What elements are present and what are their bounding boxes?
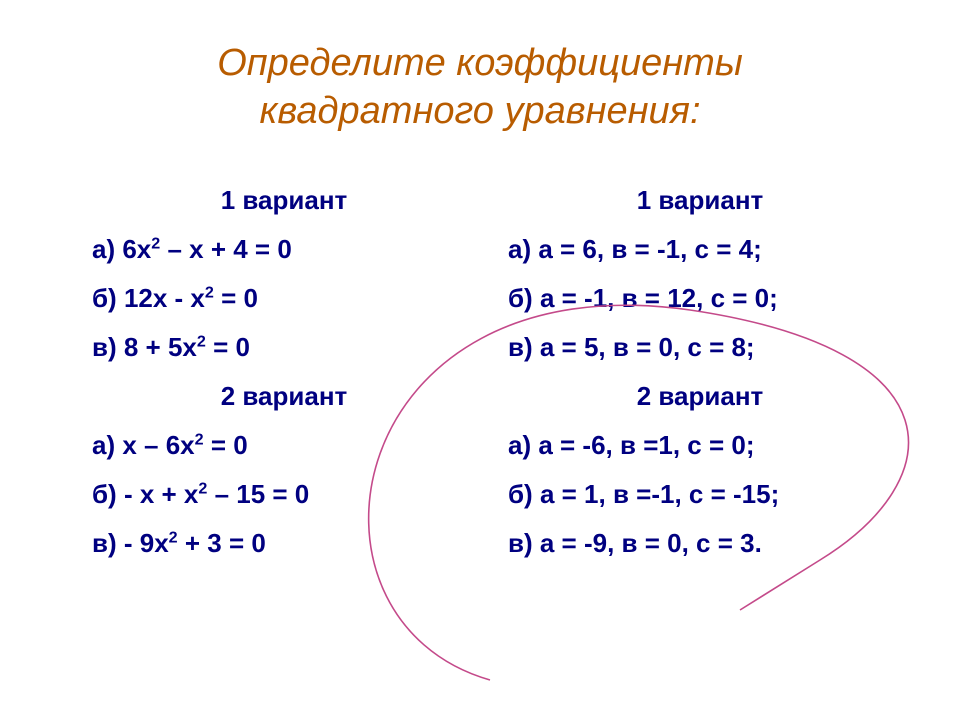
title-line-2: квадратного уравнения: bbox=[0, 88, 960, 136]
right-v1-a: а) а = 6, в = -1, с = 4; bbox=[508, 225, 892, 274]
left-variant-1-header: 1 вариант bbox=[92, 176, 476, 225]
slide-title: Определите коэффициенты квадратного урав… bbox=[0, 0, 960, 135]
eq-text: = 0 bbox=[214, 283, 258, 313]
exponent: 2 bbox=[195, 430, 204, 448]
exponent: 2 bbox=[205, 283, 214, 301]
left-v2-c: в) - 9х2 + 3 = 0 bbox=[92, 519, 476, 568]
eq-text: = 0 bbox=[204, 430, 248, 460]
eq-text: в) - 9х bbox=[92, 528, 169, 558]
right-v1-c: в) а = 5, в = 0, с = 8; bbox=[508, 323, 892, 372]
exponent: 2 bbox=[151, 234, 160, 252]
left-v2-b: б) - х + х2 – 15 = 0 bbox=[92, 470, 476, 519]
right-v2-c: в) а = -9, в = 0, с = 3. bbox=[508, 519, 892, 568]
right-variant-1-header: 1 вариант bbox=[508, 176, 892, 225]
exponent: 2 bbox=[198, 479, 207, 497]
title-line-1: Определите коэффициенты bbox=[0, 40, 960, 88]
eq-text: в) 8 + 5х bbox=[92, 332, 197, 362]
content-columns: 1 вариант а) 6х2 – х + 4 = 0 б) 12х - х2… bbox=[92, 176, 892, 568]
right-column: 1 вариант а) а = 6, в = -1, с = 4; б) а … bbox=[508, 176, 892, 568]
left-v1-a: а) 6х2 – х + 4 = 0 bbox=[92, 225, 476, 274]
eq-text: = 0 bbox=[206, 332, 250, 362]
left-variant-2-header: 2 вариант bbox=[92, 372, 476, 421]
eq-text: б) - х + х bbox=[92, 479, 198, 509]
left-v1-c: в) 8 + 5х2 = 0 bbox=[92, 323, 476, 372]
eq-text: а) 6х bbox=[92, 234, 151, 264]
exponent: 2 bbox=[197, 332, 206, 350]
eq-text: а) х – 6х bbox=[92, 430, 195, 460]
left-v1-b: б) 12х - х2 = 0 bbox=[92, 274, 476, 323]
eq-text: б) 12х - х bbox=[92, 283, 205, 313]
eq-text: – 15 = 0 bbox=[207, 479, 309, 509]
right-variant-2-header: 2 вариант bbox=[508, 372, 892, 421]
exponent: 2 bbox=[169, 528, 178, 546]
right-v1-b: б) а = -1, в = 12, с = 0; bbox=[508, 274, 892, 323]
left-v2-a: а) х – 6х2 = 0 bbox=[92, 421, 476, 470]
left-column: 1 вариант а) 6х2 – х + 4 = 0 б) 12х - х2… bbox=[92, 176, 476, 568]
eq-text: + 3 = 0 bbox=[178, 528, 266, 558]
right-v2-b: б) а = 1, в =-1, с = -15; bbox=[508, 470, 892, 519]
eq-text: – х + 4 = 0 bbox=[160, 234, 292, 264]
right-v2-a: а) а = -6, в =1, с = 0; bbox=[508, 421, 892, 470]
